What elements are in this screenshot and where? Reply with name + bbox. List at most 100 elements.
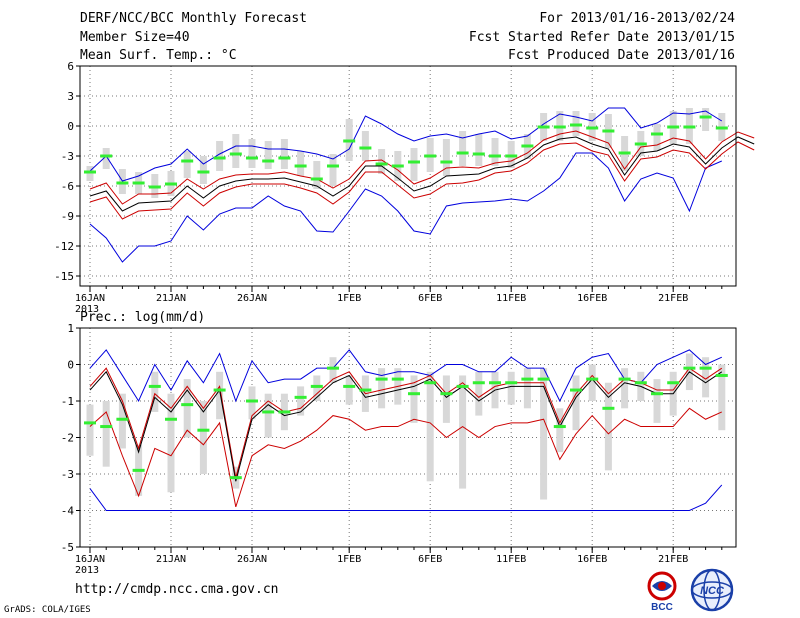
temp-xtick-label-6: 16FEB [577,293,607,304]
prec-xtick-label-7: 21FEB [658,554,688,565]
chart-title: DERF/NCC/BCC Monthly Forecast [80,11,307,26]
temp-median-37 [667,125,680,129]
temp-max-line [89,107,723,182]
forecast-started-date: Fcst Started Refer Date 2013/01/15 [468,30,735,45]
prec-xtick-label-6: 16FEB [577,554,607,565]
temp-median-6 [165,182,177,186]
prec-median-29 [537,377,550,381]
temp-ytick-label-2: -9 [61,210,74,223]
prec-xtick-label-4: 6FEB [418,554,442,565]
prec-box-7 [183,379,191,438]
temp-median-5 [148,185,161,189]
member-size: Member Size=40 [80,30,190,45]
prec-ytick-label-3: -2 [61,432,74,445]
temp-ytick-label-6: 3 [67,90,74,103]
forecast-period: For 2013/01/16-2013/02/24 [539,11,735,26]
prec-ytick-label-6: 1 [67,322,74,335]
temp-median-9 [213,156,226,160]
bcc-logo: BCC [640,568,684,613]
prec-median-36 [651,392,663,396]
temp-xtick-label-7: 21FEB [658,293,688,304]
temp-box-15 [313,161,321,189]
prec-median-33 [602,406,615,410]
prec-ytick-label-2: -3 [61,468,74,481]
prec-median-19 [375,377,388,381]
grads-credit: GrADS: COLA/IGES [4,605,91,615]
prec-year-label: 2013 [75,565,99,576]
temp-box-14 [297,151,305,176]
prec-median-32 [586,377,599,381]
prec-median-24 [456,384,469,388]
temp-box-16 [329,154,337,186]
prec-box-36 [653,379,661,423]
temp-min-line [89,152,722,263]
prec-median-8 [197,428,210,432]
temp-box-11 [248,139,256,168]
temp-median-34 [618,151,631,155]
prec-median-13 [278,410,291,414]
prec-ytick-label-0: -5 [61,541,74,554]
prec-box-33 [604,382,612,471]
prec-median-7 [181,403,194,407]
temp-xtick-label-5: 11FEB [496,293,526,304]
temp-ytick-label-5: 0 [67,120,74,133]
prec-box-12 [264,393,272,438]
temp-lower-percentile-line [89,141,755,220]
temp-box-36 [653,124,661,151]
prec-box-11 [248,386,256,420]
prec-median-37 [667,381,680,385]
ncc-logo: NCC [688,568,736,612]
precipitation-panel: -5 -4 -3 -2 -1 0 1 16JAN 21JAN 26JAN 1FEB 6FEB 11FEB… [61,322,737,576]
forecast-produced-date: Fcst Produced Date 2013/01/16 [508,48,735,63]
prec-box-2 [102,401,110,467]
prec-max-line [89,349,723,403]
prec-median-16 [327,366,339,370]
temp-median-26 [489,154,501,158]
temp-median-16 [327,164,339,168]
temp-median-39 [699,115,712,119]
temp-median-11 [246,156,258,160]
temp-box-24 [459,131,467,166]
prec-box-22 [426,371,434,482]
prec-median-21 [408,392,420,396]
prec-box-19 [378,368,386,409]
temp-xtick-label-0: 16JAN [75,293,105,304]
prec-median-1 [84,421,96,425]
prec-box-14 [297,386,305,416]
temp-box-12 [264,141,272,169]
prec-median-25 [472,381,485,385]
prec-median-34 [618,377,631,381]
prec-median-10 [229,476,242,480]
prec-box-27 [507,371,515,405]
temp-box-8 [199,156,207,184]
prec-median-5 [148,384,161,388]
prec-box-28 [523,368,531,409]
prec-min-line [89,484,723,511]
prec-lower-percentile-line [89,407,723,508]
prec-median-9 [213,388,226,392]
prec-median-27 [505,381,518,385]
prec-median-28 [521,377,534,381]
prec-box-32 [588,364,596,401]
prec-box-17 [345,375,353,405]
ncc-logo-text: NCC [700,585,725,597]
temp-ytick-label-4: -3 [61,150,74,163]
temp-box-9 [216,141,224,171]
temp-box-7 [183,151,191,178]
prec-xtick-label-0: 16JAN [75,554,105,565]
prec-box-8 [199,401,207,474]
temp-median-19 [375,162,388,166]
prec-xtick-label-1: 21JAN [156,554,186,565]
prec-median-6 [165,417,177,421]
temp-median-28 [521,144,534,148]
prec-box-3 [118,393,126,449]
temp-box-19 [378,149,386,174]
temp-median-10 [229,152,242,156]
prec-box-1 [86,404,94,456]
prec-upper-percentile-line [89,367,723,478]
prec-box-16 [329,357,337,383]
temp-box-39 [702,108,710,131]
temp-mean-line [89,136,755,212]
prec-box-29 [540,368,548,500]
